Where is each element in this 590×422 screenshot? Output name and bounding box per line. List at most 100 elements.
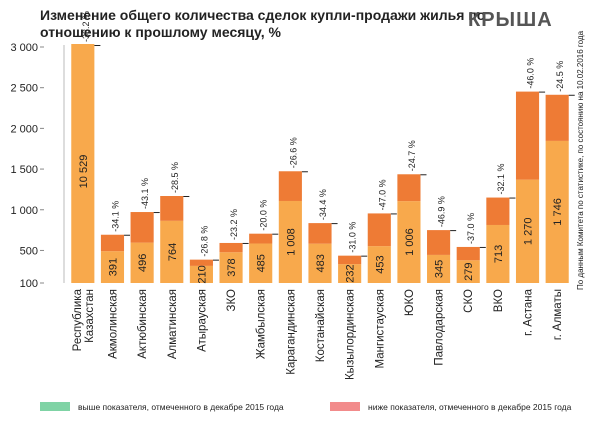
change-label: -23.2 % bbox=[229, 209, 239, 240]
value-label: 1 746 bbox=[552, 198, 564, 226]
bar-segment bbox=[71, 44, 95, 283]
bar-segment bbox=[367, 246, 391, 283]
bar-segment bbox=[160, 196, 184, 221]
bar-segment bbox=[367, 213, 391, 247]
x-tick-label: Карагандинская bbox=[285, 289, 297, 375]
change-label: -26.8 % bbox=[199, 226, 209, 257]
bar-segment bbox=[456, 260, 480, 283]
source-note: По данным Комитета по статистике, по сос… bbox=[576, 30, 585, 290]
value-label: 345 bbox=[434, 260, 446, 278]
legend-swatch bbox=[40, 402, 70, 411]
logo: КРЫША bbox=[468, 9, 553, 31]
plot bbox=[71, 44, 569, 283]
bar-segment bbox=[130, 212, 154, 243]
x-tick-label: Павлодарская bbox=[434, 289, 446, 366]
chart-title: Изменение общего количества сделок купли… bbox=[40, 7, 485, 40]
legend-label: ниже показателя, отмеченного в декабре 2… bbox=[368, 402, 572, 412]
x-tick-label: Мангистауская bbox=[374, 289, 386, 369]
bar-segment bbox=[100, 251, 125, 283]
x-tick-label: г. Алматы bbox=[552, 289, 564, 340]
bar-segment bbox=[308, 243, 332, 283]
change-label: -31.0 % bbox=[348, 222, 358, 253]
bar-segment bbox=[219, 252, 243, 283]
x-tick-label: г. Астана bbox=[523, 288, 535, 335]
bar-segment bbox=[130, 242, 154, 283]
bar-segment bbox=[427, 230, 451, 255]
bar-segment bbox=[160, 220, 184, 283]
x-tick-label: Кызылординская bbox=[345, 289, 357, 380]
change-label: -32.1 % bbox=[496, 164, 506, 195]
change-label: -28.5 % bbox=[170, 162, 180, 193]
bar-segment bbox=[100, 234, 125, 252]
bar-segment bbox=[545, 94, 569, 141]
value-label: 378 bbox=[226, 258, 238, 276]
x-tick-label: Костанайская bbox=[315, 289, 327, 362]
bar-segment bbox=[486, 197, 510, 225]
bar-segment bbox=[308, 223, 332, 244]
bar-segment bbox=[249, 233, 273, 244]
bar-segment bbox=[397, 174, 421, 202]
bar-segment bbox=[189, 259, 213, 266]
value-label: 1 008 bbox=[285, 228, 297, 256]
legend-label: выше показателя, отмеченного в декабре 2… bbox=[78, 402, 284, 412]
x-tick-label: ЮКО bbox=[404, 289, 416, 316]
bar-segment bbox=[427, 254, 451, 283]
y-tick-label: 100 bbox=[20, 278, 38, 290]
value-label: 485 bbox=[256, 254, 268, 272]
bar-segment bbox=[397, 201, 421, 283]
value-label: 713 bbox=[493, 245, 505, 263]
value-label: 1 270 bbox=[523, 218, 535, 246]
x-tick-label: ЗКО bbox=[226, 289, 238, 312]
y-tick-label: 2 000 bbox=[10, 123, 38, 135]
change-label: -34.1 % bbox=[110, 201, 120, 232]
x-tick-label: Атырауская bbox=[196, 289, 208, 352]
change-label: -34.4 % bbox=[318, 189, 328, 220]
bar-segment bbox=[486, 224, 510, 283]
value-label: 279 bbox=[463, 262, 475, 280]
y-tick-label: 1 500 bbox=[10, 164, 38, 176]
x-tick-label: ВКО bbox=[493, 289, 505, 312]
legend-swatch bbox=[330, 402, 360, 411]
change-label: -47.0 % bbox=[377, 179, 387, 210]
change-label: -33.2 % bbox=[81, 11, 91, 42]
bar-segment bbox=[338, 264, 362, 283]
x-tick-label: СКО bbox=[463, 289, 475, 313]
bar-segment bbox=[515, 91, 540, 180]
bar-segment bbox=[278, 171, 302, 201]
x-tick-label: РеспубликаКазахстан bbox=[72, 288, 96, 351]
x-tick-label: Жамбылская bbox=[256, 289, 268, 359]
value-label: 496 bbox=[137, 254, 149, 272]
value-label: 1 006 bbox=[404, 228, 416, 256]
bar-segment bbox=[219, 242, 243, 253]
value-label: 210 bbox=[196, 265, 208, 283]
value-label: 764 bbox=[167, 243, 179, 261]
bar-segment bbox=[249, 243, 273, 283]
change-label: -37.0 % bbox=[466, 213, 476, 244]
change-label: -26.6 % bbox=[288, 137, 298, 168]
x-tick-label: Алматинская bbox=[167, 289, 179, 359]
value-label: 483 bbox=[315, 254, 327, 272]
change-label: -46.0 % bbox=[526, 58, 536, 89]
change-label: -43.1 % bbox=[140, 178, 150, 209]
value-label: 232 bbox=[345, 264, 357, 282]
value-label: 453 bbox=[374, 255, 386, 273]
change-label: -46.9 % bbox=[437, 196, 447, 227]
bar-segment bbox=[338, 255, 362, 265]
change-label: -24.5 % bbox=[555, 61, 565, 92]
change-label: -20.0 % bbox=[259, 200, 269, 231]
value-label: 391 bbox=[107, 258, 119, 276]
bar-segment bbox=[189, 265, 213, 283]
x-tick-label: Актюбинская bbox=[137, 289, 149, 359]
bar-segment bbox=[456, 246, 480, 261]
x-tick-label: Акмолинская bbox=[107, 289, 119, 359]
y-tick-label: 3 000 bbox=[10, 42, 38, 54]
value-label: 10 529 bbox=[78, 155, 90, 189]
y-tick-label: 1 000 bbox=[10, 205, 38, 217]
bar-segment bbox=[515, 179, 540, 283]
change-label: -24.7 % bbox=[407, 140, 417, 171]
bar-segment bbox=[278, 200, 302, 283]
bar-segment bbox=[545, 140, 569, 283]
y-tick-label: 500 bbox=[20, 245, 38, 257]
y-tick-label: 2 500 bbox=[10, 83, 38, 95]
